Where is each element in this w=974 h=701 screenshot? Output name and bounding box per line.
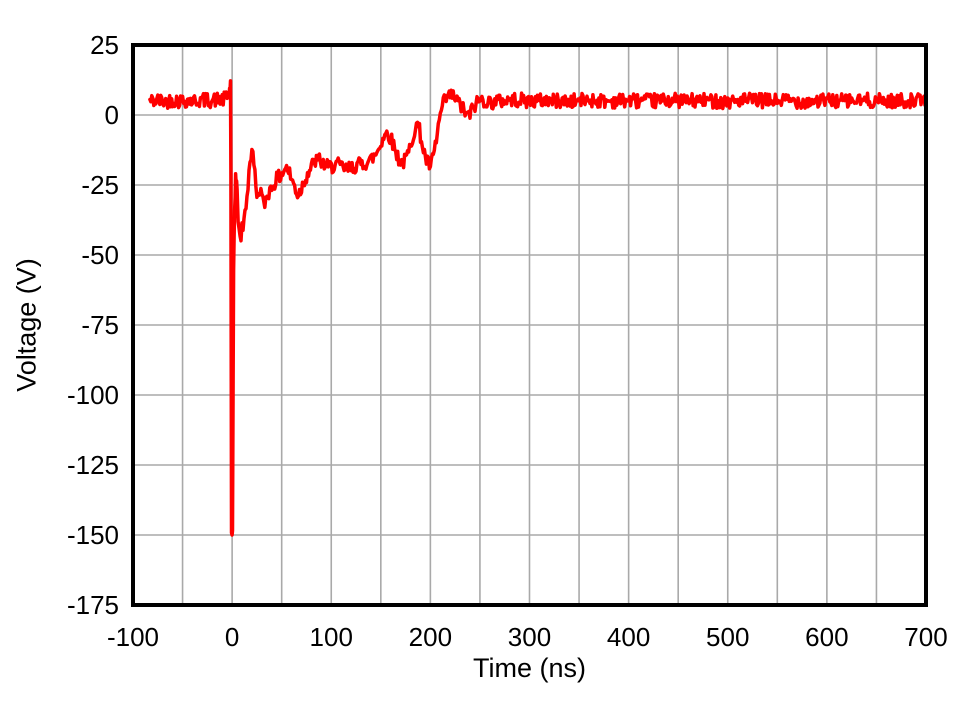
y-tick-label: -75 xyxy=(81,310,119,340)
y-tick-label: 0 xyxy=(105,100,119,130)
y-tick-label: -50 xyxy=(81,240,119,270)
y-tick-label: -100 xyxy=(67,380,119,410)
x-tick-label: -100 xyxy=(107,622,159,652)
x-tick-label: 700 xyxy=(904,622,947,652)
plot-frame xyxy=(131,43,928,607)
voltage-trace xyxy=(148,79,927,537)
x-tick-label: 0 xyxy=(225,622,239,652)
y-tick-label: -125 xyxy=(67,450,119,480)
x-tick-label: 300 xyxy=(508,622,551,652)
x-axis-title: Time (ns) xyxy=(473,653,586,683)
x-tick-label: 500 xyxy=(706,622,749,652)
x-tick-label: 400 xyxy=(607,622,650,652)
y-tick-label: 25 xyxy=(90,30,119,60)
y-axis-title: Voltage (V) xyxy=(11,258,42,392)
x-tick-label: 100 xyxy=(310,622,353,652)
y-tick-label: -175 xyxy=(67,590,119,620)
y-tick-label: -25 xyxy=(81,170,119,200)
y-tick-label: -150 xyxy=(67,520,119,550)
x-tick-label: 600 xyxy=(805,622,848,652)
x-tick-label: 200 xyxy=(409,622,452,652)
